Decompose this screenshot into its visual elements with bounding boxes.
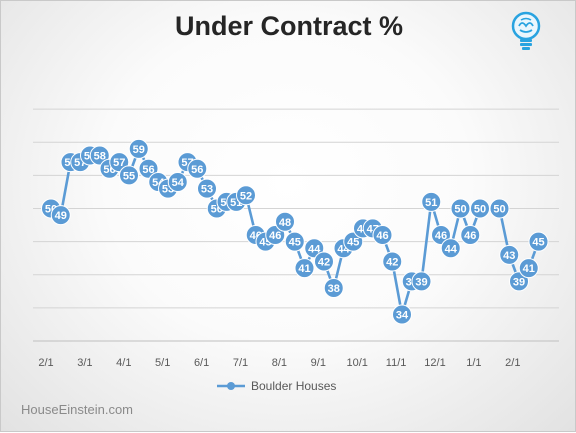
data-label: 41 xyxy=(298,263,310,275)
chart-title: Under Contract % xyxy=(174,11,404,41)
data-label: 50 xyxy=(474,204,486,216)
data-point xyxy=(275,211,295,232)
data-label: 48 xyxy=(279,217,291,229)
data-label: 46 xyxy=(376,230,388,242)
data-point xyxy=(294,258,315,279)
data-point xyxy=(284,231,305,252)
data-label: 44 xyxy=(445,243,458,255)
data-point xyxy=(236,185,256,206)
data-point xyxy=(460,225,481,245)
series-boulder-houses: 5049575758585657555956545354575653505151… xyxy=(41,138,549,325)
data-point xyxy=(372,225,393,245)
legend-marker xyxy=(227,382,235,390)
legend: Boulder Houses xyxy=(217,379,336,393)
data-label: 45 xyxy=(289,237,301,249)
x-tick-label: 1/1 xyxy=(466,357,481,369)
data-label: 45 xyxy=(347,237,359,249)
lightbulb-brain-icon xyxy=(511,11,541,50)
x-tick-label: 7/1 xyxy=(233,357,248,369)
data-point xyxy=(440,238,461,259)
data-point xyxy=(314,251,334,272)
data-label: 46 xyxy=(464,230,476,242)
data-point xyxy=(50,205,71,226)
x-tick-label: 8/1 xyxy=(272,357,287,369)
data-point xyxy=(197,178,217,199)
data-label: 46 xyxy=(269,230,281,242)
data-label: 46 xyxy=(435,230,447,242)
x-tick-label: 6/1 xyxy=(194,357,209,369)
data-point xyxy=(187,158,208,179)
data-point xyxy=(411,271,432,292)
data-point xyxy=(128,138,149,159)
data-point xyxy=(382,251,403,272)
data-point xyxy=(323,278,344,298)
data-label: 39 xyxy=(415,276,427,288)
data-label: 42 xyxy=(386,257,398,269)
data-label: 58 xyxy=(94,151,106,163)
data-label: 56 xyxy=(191,164,203,176)
data-label: 34 xyxy=(396,310,409,322)
data-point xyxy=(499,244,520,265)
data-label: 39 xyxy=(513,276,525,288)
x-tick-label: 5/1 xyxy=(155,357,170,369)
data-label: 59 xyxy=(133,144,145,156)
legend-label: Boulder Houses xyxy=(251,379,336,393)
data-label: 49 xyxy=(55,210,67,222)
data-label: 51 xyxy=(425,197,437,209)
data-point xyxy=(167,172,188,192)
x-tick-label: 11/1 xyxy=(386,357,407,369)
data-label: 42 xyxy=(318,257,330,269)
data-label: 43 xyxy=(503,250,515,262)
data-point xyxy=(489,198,510,219)
x-tick-label: 4/1 xyxy=(116,357,131,369)
data-label: 50 xyxy=(493,204,505,216)
data-label: 56 xyxy=(142,164,154,176)
data-label: 44 xyxy=(308,243,321,255)
x-tick-label: 12/1 xyxy=(424,357,445,369)
x-tick-label: 10/1 xyxy=(346,357,367,369)
data-label: 52 xyxy=(240,190,252,202)
x-tick-label: 9/1 xyxy=(311,357,326,369)
data-label: 41 xyxy=(523,263,535,275)
data-label: 55 xyxy=(123,170,135,182)
watermark-text: HouseEinstein.com xyxy=(21,402,133,417)
data-point xyxy=(119,165,139,186)
data-point xyxy=(528,231,549,252)
data-label: 54 xyxy=(172,177,185,189)
data-label: 45 xyxy=(532,237,544,249)
data-label: 50 xyxy=(454,204,466,216)
data-point xyxy=(518,258,539,279)
data-point xyxy=(421,191,442,212)
data-point xyxy=(392,304,412,325)
x-tick-label: 2/1 xyxy=(505,357,520,369)
x-tick-label: 3/1 xyxy=(77,357,92,369)
x-axis: 2/1 3/1 4/1 5/1 6/1 7/1 8/1 9/1 10/1 11/1 12/1 1/1 2… xyxy=(33,340,559,369)
data-label: 53 xyxy=(201,184,213,196)
data-label: 38 xyxy=(328,283,340,295)
data-label: 57 xyxy=(113,157,125,169)
x-tick-label: 2/1 xyxy=(38,357,53,369)
